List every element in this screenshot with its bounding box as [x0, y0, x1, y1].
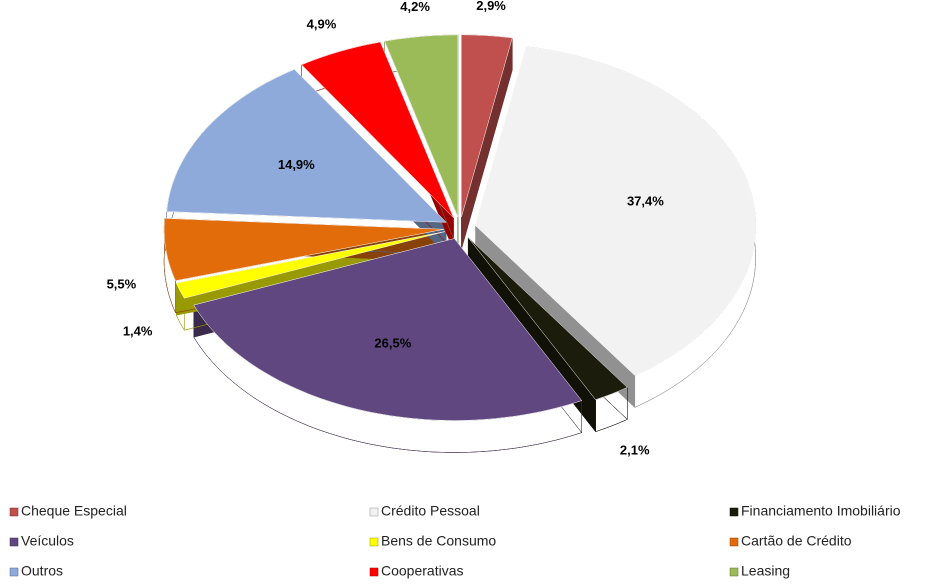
slice — [475, 46, 756, 376]
value-label: 5,5% — [107, 277, 137, 292]
slice — [301, 41, 454, 218]
value-label: 14,9% — [278, 157, 315, 172]
value-label: 4,9% — [307, 16, 337, 31]
legend-label: Leasing — [741, 563, 790, 579]
value-label: 26,5% — [374, 335, 411, 350]
slice — [193, 238, 583, 421]
slice — [468, 237, 628, 400]
legend-swatch — [369, 507, 379, 517]
value-label: 37,4% — [627, 193, 664, 208]
legend-label: Veículos — [21, 533, 74, 549]
legend-label: Crédito Pessoal — [381, 503, 480, 519]
legend-swatch — [369, 567, 379, 577]
legend-label: Cooperativas — [381, 563, 464, 579]
slice — [384, 34, 459, 217]
slice — [163, 218, 445, 281]
value-label: 2,1% — [620, 442, 650, 457]
slice — [175, 231, 445, 299]
legend-label: Outros — [21, 563, 63, 579]
value-label: 2,9% — [476, 0, 506, 13]
legend-swatch — [729, 537, 739, 547]
legend-label: Financiamento Imobiliário — [741, 503, 901, 519]
legend-swatch — [9, 537, 19, 547]
legend-swatch — [369, 537, 379, 547]
legend-swatch — [729, 567, 739, 577]
value-label: 1,4% — [123, 324, 153, 339]
value-label: 4,2% — [400, 0, 430, 14]
legend-swatch — [9, 567, 19, 577]
legend-label: Cheque Especial — [21, 503, 127, 519]
slice — [166, 69, 447, 223]
legend-label: Bens de Consumo — [381, 533, 496, 549]
slice — [461, 34, 513, 217]
legend-swatch — [9, 507, 19, 517]
legend-label: Cartão de Crédito — [741, 533, 852, 549]
legend-swatch — [729, 507, 739, 517]
